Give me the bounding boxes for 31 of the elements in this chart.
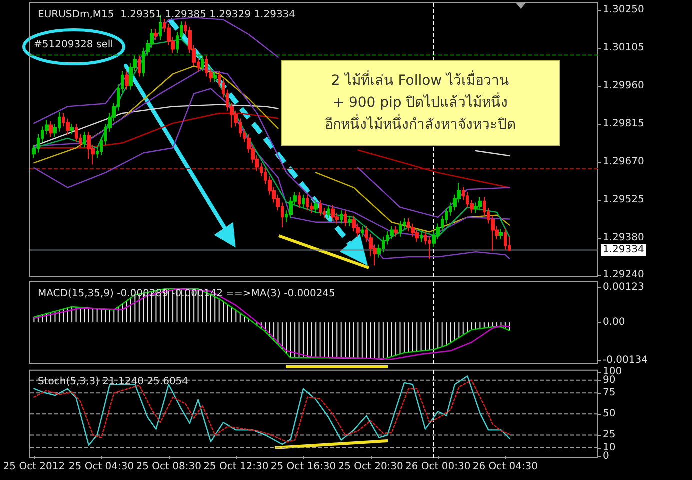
y-tick-label: 50	[603, 408, 616, 420]
y-tick-label: 1.29960	[603, 80, 644, 92]
x-tick-label: 26 Oct 04:30	[472, 462, 538, 472]
y-tick-label: 1.29380	[603, 232, 644, 244]
y-tick-label: 25	[603, 430, 616, 441]
ref-line-label: 1.29334	[603, 244, 644, 256]
y-tick-label: 75	[603, 388, 616, 399]
y-tick-label: 0	[603, 450, 610, 462]
y-tick-label: 90	[603, 374, 616, 386]
ref-line-label: #51209328 sell	[34, 40, 114, 51]
y-tick-label: 1.29815	[603, 118, 644, 130]
x-tick-label: 25 Oct 16:30	[270, 462, 336, 472]
text: EURUSDm,M15 1.29351 1.29385 1.29329 1.29334	[38, 10, 296, 20]
x-tick-label: 25 Oct 08:30	[136, 462, 202, 472]
y-tick-label: 1.29240	[603, 269, 644, 280]
x-tick-label: 26 Oct 00:30	[406, 462, 471, 472]
annotation: 2 ไม้ที่เล่น Follow ไว้เมื่อวาน	[330, 70, 511, 91]
y-tick-label: 1.29670	[603, 156, 644, 168]
annotation: + 900 pip ปิดไปแล้วไม้หนึ่ง	[332, 92, 510, 113]
annotation: อีกหนึ่งไม้หนึ่งกำลังหาจังหวะปิด	[324, 114, 517, 135]
x-tick-label: 25 Oct 04:30	[68, 462, 134, 472]
y-tick-label: 0.00123	[603, 282, 644, 294]
y-tick-label: 1.29525	[603, 194, 644, 206]
x-tick-label: 25 Oct 20:30	[338, 462, 404, 472]
x-tick-label: 25 Oct 2012	[3, 462, 66, 472]
x-tick-label: 25 Oct 12:30	[204, 462, 269, 472]
y-tick-label: 0.00	[603, 317, 626, 328]
y-tick-label: 1.30250	[603, 4, 644, 16]
y-tick-label: 1.30105	[603, 42, 644, 54]
callout-box: 2 ไม้ที่เล่น Follow ไว้เมื่อวาน + 900 pip ปิดไปแล้วไม้หนึ่ง อีกหนึ่งไม้หนึ่งกำลังหาจังหวะปิด	[281, 60, 560, 146]
y-tick-label: -0.00134	[603, 355, 648, 366]
